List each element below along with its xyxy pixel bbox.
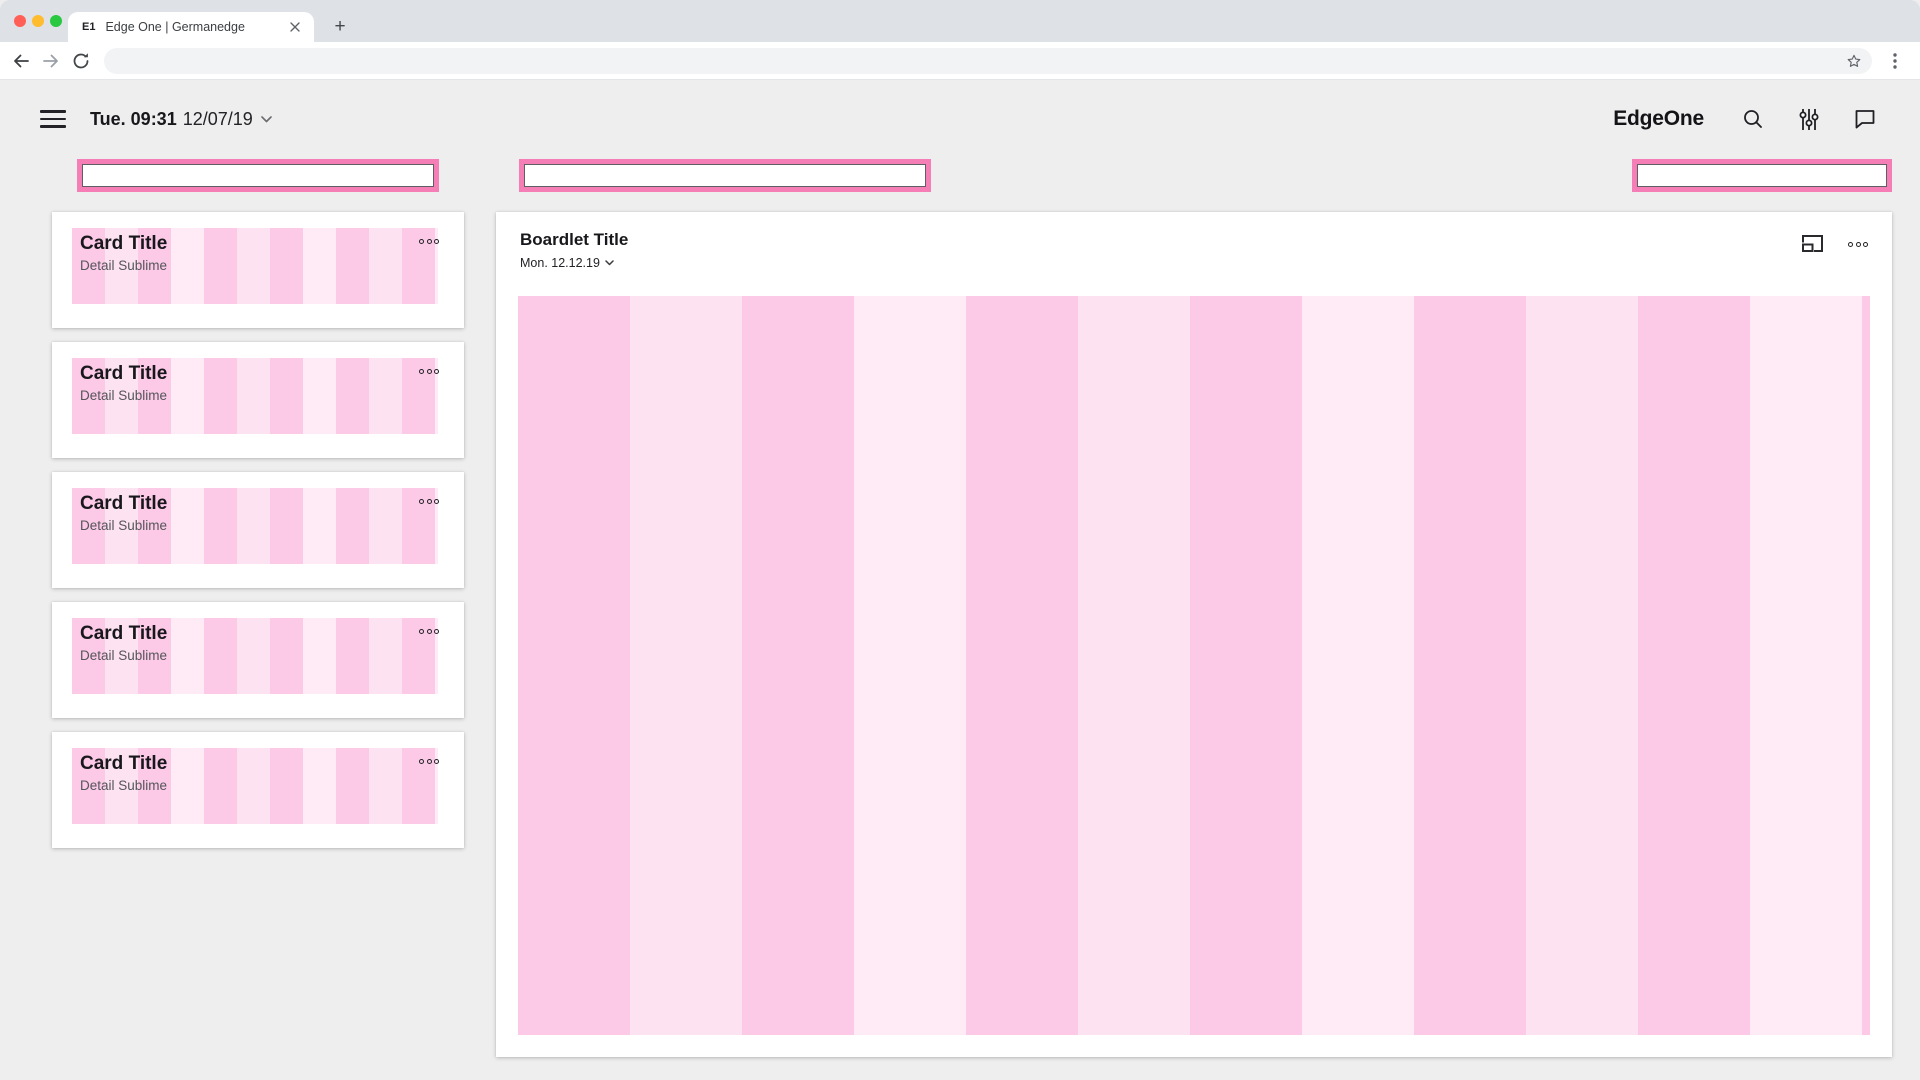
card-1-text: Card Title Detail Sublime — [80, 232, 167, 273]
chevron-down-icon — [260, 115, 272, 122]
card-5-text: Card Title Detail Sublime — [80, 752, 167, 793]
card-title: Card Title — [80, 493, 168, 514]
card-2[interactable]: Card Title Detail Sublime — [52, 342, 464, 458]
window-zoom-button[interactable] — [50, 15, 62, 27]
new-tab-button[interactable]: + — [334, 16, 346, 37]
card-subtitle: Detail Sublime — [80, 258, 168, 273]
window-minimize-button[interactable] — [32, 15, 44, 27]
boardlet: Boardlet Title Mon. 12.12.19 — [496, 212, 1892, 1057]
tab-favicon: E1 — [82, 21, 96, 33]
boardlet-more-icon[interactable] — [1848, 241, 1868, 247]
card-3-stripes-placeholder — [72, 488, 438, 564]
browser-tab[interactable]: E1 Edge One | Germanedge — [68, 12, 314, 42]
card-more-icon[interactable] — [419, 499, 439, 504]
card-title: Card Title — [80, 233, 168, 254]
tab-title: Edge One | Germanedge — [105, 20, 245, 34]
back-icon[interactable] — [6, 46, 36, 76]
url-input[interactable] — [104, 53, 1872, 68]
filter-sliders-icon[interactable] — [1796, 106, 1822, 132]
placeholder-field-1[interactable] — [77, 159, 439, 192]
boardlet-date-label: Mon. 12.12.19 — [520, 256, 600, 270]
forward-icon[interactable] — [36, 46, 66, 76]
card-subtitle: Detail Sublime — [80, 778, 168, 793]
placeholder-field-2-inner — [524, 164, 926, 187]
card-more-icon[interactable] — [419, 239, 439, 244]
edgeone-logo: EdgeOne — [1613, 107, 1704, 130]
card-5[interactable]: Card Title Detail Sublime — [52, 732, 464, 848]
card-subtitle: Detail Sublime — [80, 648, 168, 663]
bookmark-star-icon[interactable] — [1844, 51, 1864, 71]
boardlet-date-selector[interactable]: Mon. 12.12.19 — [520, 256, 614, 270]
card-more-icon[interactable] — [419, 369, 439, 374]
card-3-text: Card Title Detail Sublime — [80, 492, 167, 533]
card-1-stripes-placeholder — [72, 228, 438, 304]
boardlet-actions — [1800, 234, 1868, 254]
address-bar[interactable] — [104, 47, 1872, 74]
card-subtitle: Detail Sublime — [80, 518, 168, 533]
popout-window-icon[interactable] — [1800, 234, 1824, 254]
search-icon[interactable] — [1740, 106, 1766, 132]
boardlet-title: Boardlet Title — [520, 230, 629, 249]
placeholder-field-2[interactable] — [519, 159, 931, 192]
card-title: Card Title — [80, 363, 168, 384]
placeholder-field-1-inner — [82, 164, 434, 187]
card-4-stripes-placeholder — [72, 618, 438, 694]
header-time: Tue. 09:31 — [90, 108, 177, 129]
browser-menu-icon[interactable] — [1880, 46, 1910, 76]
browser-navbar — [0, 42, 1920, 80]
card-more-icon[interactable] — [419, 759, 439, 764]
reload-icon[interactable] — [66, 46, 96, 76]
date-selector[interactable]: Tue. 09:31 12/07/19 — [90, 109, 272, 130]
card-4[interactable]: Card Title Detail Sublime — [52, 602, 464, 718]
card-4-text: Card Title Detail Sublime — [80, 622, 167, 663]
placeholder-field-3[interactable] — [1632, 159, 1892, 192]
card-2-stripes-placeholder — [72, 358, 438, 434]
boardlet-stripes-placeholder — [518, 296, 1870, 1035]
app-header-left: Tue. 09:31 12/07/19 — [40, 96, 272, 142]
card-subtitle: Detail Sublime — [80, 388, 168, 403]
card-2-text: Card Title Detail Sublime — [80, 362, 167, 403]
chat-icon[interactable] — [1852, 106, 1878, 132]
card-1[interactable]: Card Title Detail Sublime — [52, 212, 464, 328]
window-close-button[interactable] — [14, 15, 26, 27]
card-title: Card Title — [80, 623, 168, 644]
card-title: Card Title — [80, 753, 168, 774]
card-3[interactable]: Card Title Detail Sublime — [52, 472, 464, 588]
card-5-stripes-placeholder — [72, 748, 438, 824]
header-date: 12/07/19 — [182, 108, 253, 129]
browser-titlebar: E1 Edge One | Germanedge + — [0, 0, 1920, 42]
card-more-icon[interactable] — [419, 629, 439, 634]
tab-close-icon[interactable] — [286, 18, 304, 36]
placeholder-field-3-inner — [1637, 164, 1887, 187]
chevron-down-icon — [605, 260, 614, 266]
app-header-right: EdgeOne — [1613, 96, 1878, 142]
hamburger-menu-icon[interactable] — [40, 106, 66, 132]
